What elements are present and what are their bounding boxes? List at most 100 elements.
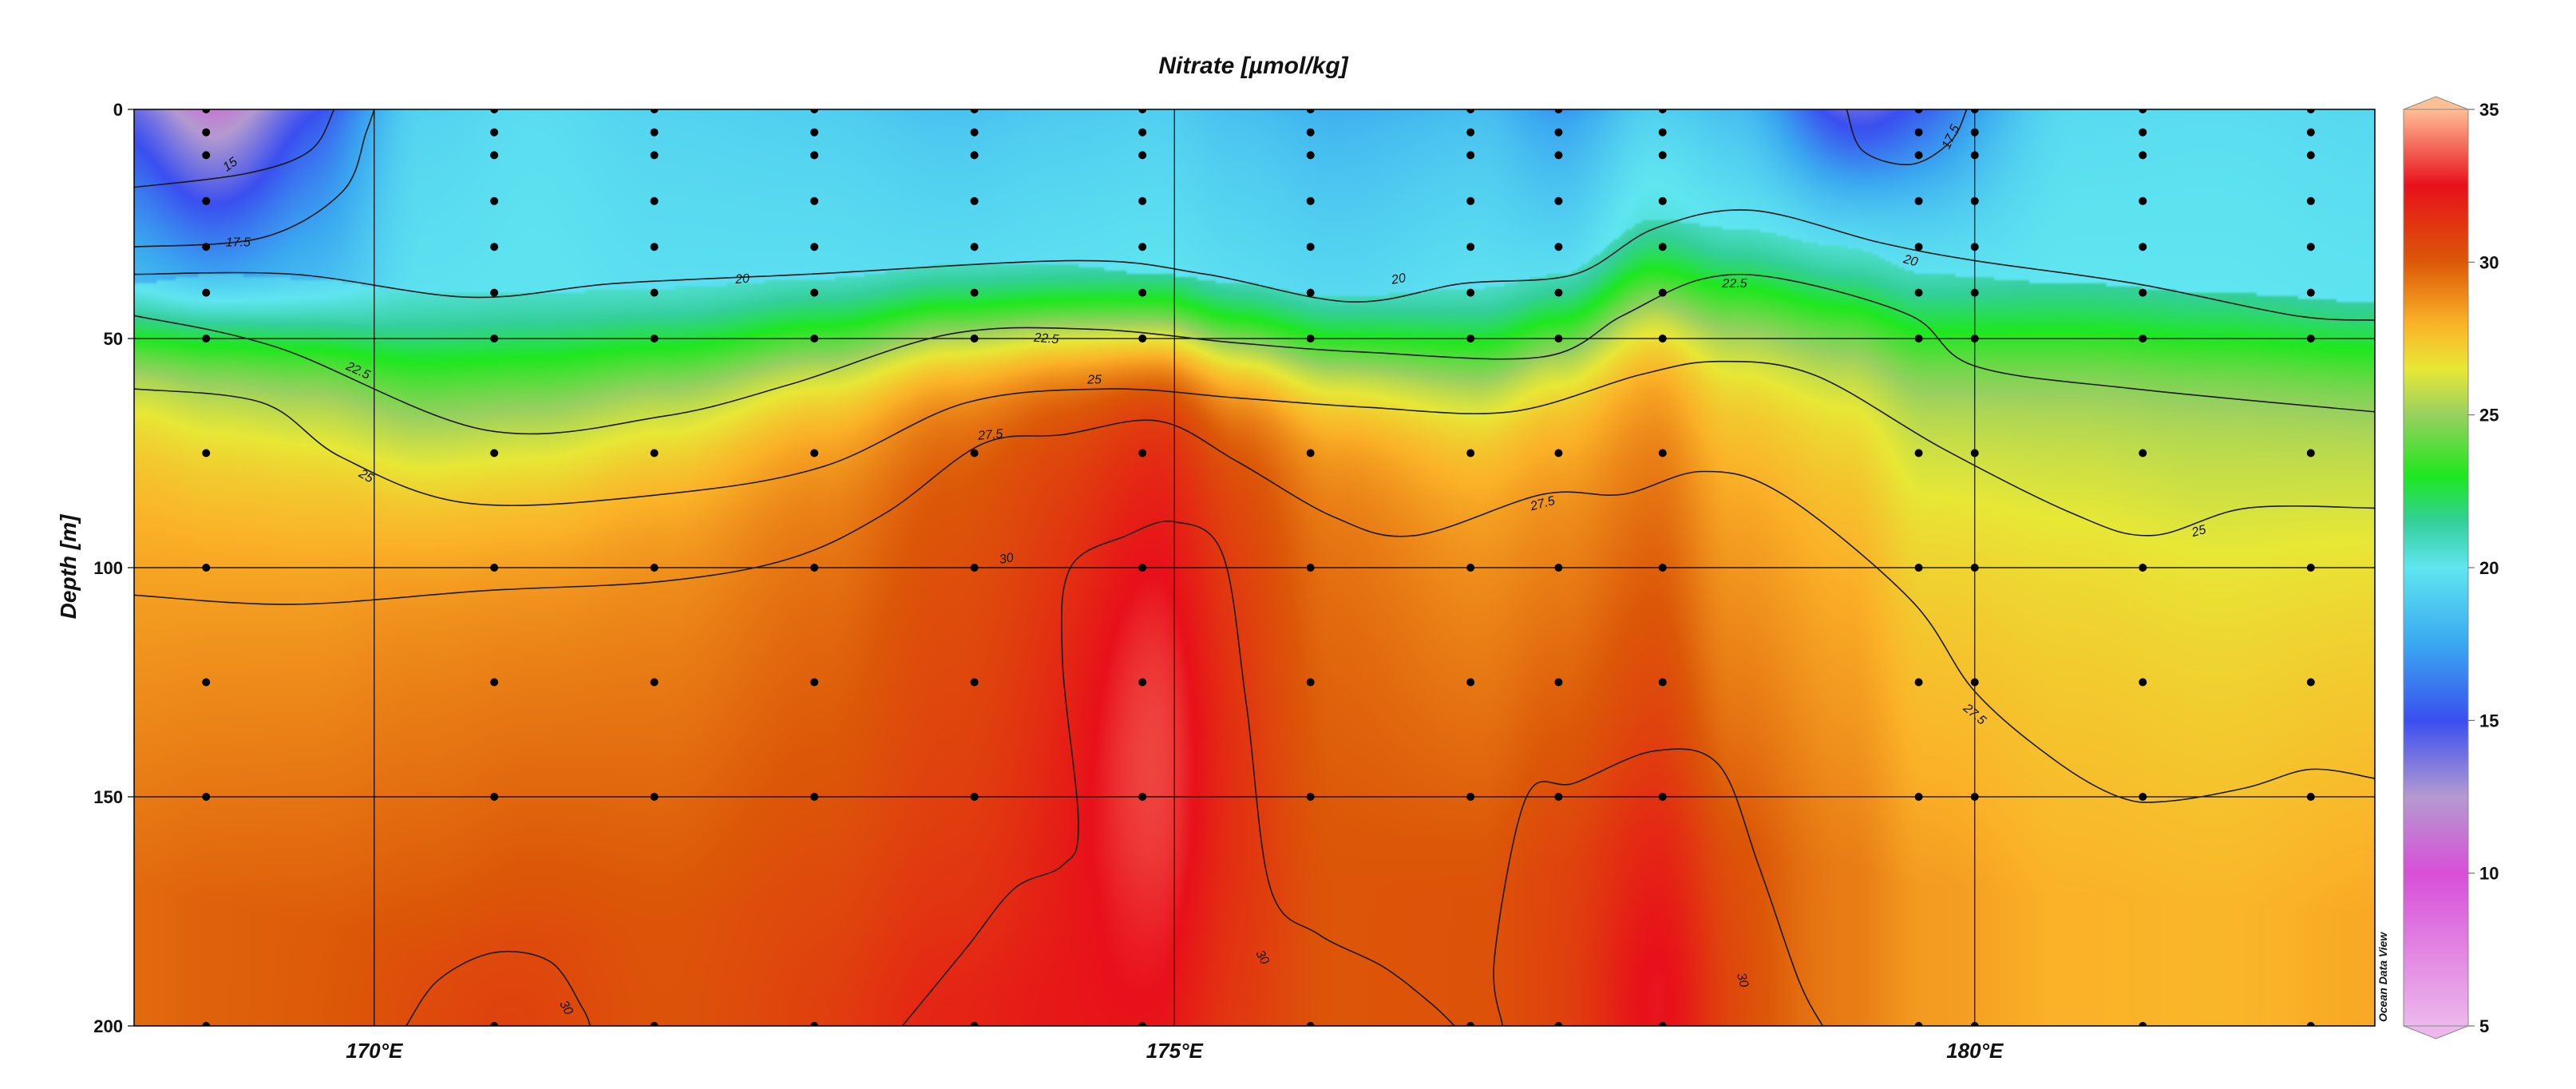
station-sample-dot (202, 678, 211, 687)
station-sample-dot (650, 449, 659, 457)
x-tick-label: 180°E (1946, 1039, 2004, 1063)
station-sample-dot (1914, 128, 1923, 137)
station-sample-dot (1466, 288, 1475, 297)
station-sample-dot (1914, 243, 1923, 251)
station-sample-dot (2139, 151, 2147, 160)
station-sample-dot (1138, 151, 1147, 160)
station-sample-dot (490, 449, 499, 457)
station-sample-dot (2139, 793, 2147, 801)
station-sample-dot (810, 564, 819, 572)
station-sample-dot (1658, 151, 1667, 160)
station-sample-dot (970, 1022, 979, 1026)
station-sample-dot (1970, 1022, 1979, 1026)
station-sample-dot (2306, 564, 2315, 572)
station-sample-dot (202, 335, 211, 343)
station-sample-dot (1658, 128, 1667, 137)
station-sample-dot (490, 793, 499, 801)
station-sample-dot (2306, 793, 2315, 801)
station-sample-dot (1306, 449, 1315, 457)
station-sample-dot (2306, 288, 2315, 297)
station-sample-dot (1658, 243, 1667, 251)
station-sample-dot (490, 335, 499, 343)
station-sample-dot (970, 151, 979, 160)
contour-label: 20 (1901, 252, 1920, 269)
contour-25 (134, 360, 2375, 537)
station-sample-dot (1554, 335, 1563, 343)
contour-30 (1493, 748, 1824, 1026)
station-sample-dot (490, 1022, 499, 1026)
contour-22.5 (134, 273, 2375, 435)
station-sample-dot (2139, 128, 2147, 137)
chart-title: Nitrate [µmol/kg] (1158, 53, 1348, 79)
station-sample-dot (1466, 793, 1475, 801)
contour-label: 20 (734, 272, 750, 287)
station-sample-dot (202, 243, 211, 251)
station-sample-dot (1970, 335, 1979, 343)
station-sample-dot (1466, 564, 1475, 572)
station-sample-dot (2306, 128, 2315, 137)
station-sample-dot (810, 449, 819, 457)
station-sample-dot (1138, 793, 1147, 801)
station-sample-dot (1554, 109, 1563, 113)
y-tick-label: 0 (113, 100, 123, 120)
contour-label: 20 (1390, 271, 1407, 287)
station-sample-dot (2139, 1022, 2147, 1026)
station-sample-dot (810, 151, 819, 160)
station-sample-dot (1466, 109, 1475, 113)
x-axis-ticks: 170°E 175°E 180°E (346, 1039, 2004, 1063)
station-sample-dot (1658, 335, 1667, 343)
station-sample-dot (1306, 1022, 1315, 1026)
ocean-data-view-watermark: Ocean Data View (2376, 932, 2389, 1022)
station-sample-dot (1914, 449, 1923, 457)
station-sample-dot (810, 793, 819, 801)
station-sample-dot (202, 564, 211, 572)
station-sample-dot (1914, 151, 1923, 160)
station-sample-dot (1970, 243, 1979, 251)
colorbar-bottom-cap (2403, 1025, 2469, 1040)
station-sample-dot (2139, 243, 2147, 251)
station-sample-dot (1658, 196, 1667, 205)
station-sample-dot (1306, 288, 1315, 297)
station-sample-dot (810, 243, 819, 251)
colorbar-tick-label: 5 (2479, 1016, 2489, 1036)
station-sample-dot (202, 288, 211, 297)
station-sample-dot (810, 128, 819, 137)
station-sample-dot (202, 1022, 211, 1026)
station-sample-dot (650, 151, 659, 160)
station-sample-dot (1554, 564, 1563, 572)
station-sample-dot (970, 449, 979, 457)
colorbar-gradient-bar (2403, 109, 2469, 1027)
station-sample-dot (490, 678, 499, 687)
colorbar: 5 10 15 20 25 30 35 (2403, 96, 2499, 1040)
station-sample-dot (970, 243, 979, 251)
station-sample-dot (202, 449, 211, 457)
station-sample-dot (490, 109, 499, 113)
station-sample-dot (1658, 109, 1667, 113)
contour-label: 25 (1086, 374, 1102, 387)
station-sample-dot (1466, 196, 1475, 205)
contour-30 (406, 950, 592, 1026)
station-sample-dot (1970, 151, 1979, 160)
y-tick-label: 50 (104, 329, 123, 349)
station-sample-dot (1914, 678, 1923, 687)
station-sample-dot (1554, 128, 1563, 137)
station-sample-dot (1970, 196, 1979, 205)
station-sample-dot (2139, 564, 2147, 572)
station-sample-dot (1306, 109, 1315, 113)
station-sample-dot (1138, 109, 1147, 113)
station-sample-dot (1554, 288, 1563, 297)
station-sample-dot (970, 128, 979, 137)
station-sample-dot (1466, 128, 1475, 137)
y-tick-label: 200 (93, 1016, 123, 1036)
station-sample-dot (1914, 793, 1923, 801)
contour-label: 25 (2190, 523, 2208, 540)
contour-20 (134, 209, 2375, 321)
station-sample-dot (1554, 1022, 1563, 1026)
station-sample-dot (1970, 449, 1979, 457)
station-sample-dot (2306, 196, 2315, 205)
y-tick-label: 100 (93, 558, 123, 578)
colorbar-tick-label: 30 (2479, 252, 2499, 272)
station-sample-dot (970, 678, 979, 687)
contour-label: 30 (1734, 972, 1751, 989)
station-sample-dot (2139, 288, 2147, 297)
